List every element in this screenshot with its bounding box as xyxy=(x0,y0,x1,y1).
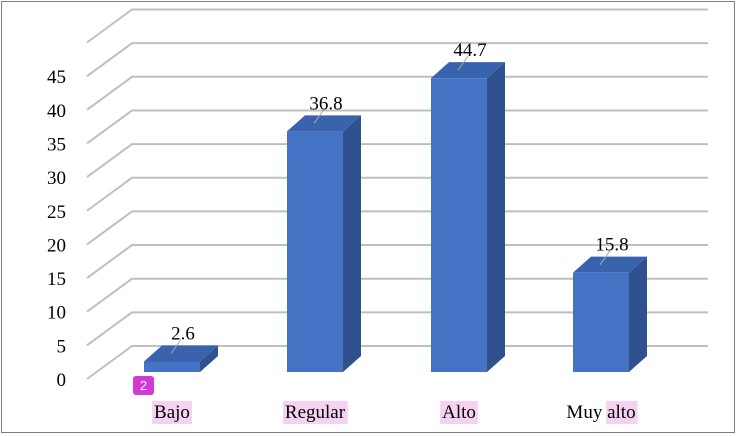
leader-line xyxy=(313,109,325,124)
category-label: Bajo xyxy=(152,401,192,424)
gridline xyxy=(86,345,708,380)
data-label: 36.8 xyxy=(309,93,342,114)
gridline xyxy=(86,109,708,145)
gridline xyxy=(86,210,708,246)
y-tick-label: 35 xyxy=(47,134,66,155)
category-text: Muy alto xyxy=(566,402,635,423)
category-label: Muy alto xyxy=(566,401,638,424)
bar-front xyxy=(573,272,629,372)
bar-top xyxy=(144,345,218,362)
y-tick-label: 10 xyxy=(47,303,66,324)
y-axis-ticks: 0 5 10 15 20 25 30 35 40 45 xyxy=(47,67,66,391)
bar-bajo xyxy=(144,345,218,372)
bar-side xyxy=(343,115,361,372)
category-text: Regular xyxy=(285,402,346,423)
y-tick-label: 40 xyxy=(47,101,66,122)
category-text: Alto xyxy=(442,402,476,423)
bars xyxy=(144,62,647,372)
badge-box xyxy=(133,376,154,395)
y-tick-label: 20 xyxy=(47,235,66,256)
leader-line xyxy=(457,55,469,71)
bar-alto xyxy=(431,62,505,372)
category-label: Alto xyxy=(440,401,478,424)
gridline xyxy=(86,8,708,44)
gridline xyxy=(86,244,708,279)
bar-regular xyxy=(287,115,361,372)
category-highlight xyxy=(440,401,478,424)
bar-side xyxy=(487,62,505,372)
annotation-badge: 2 xyxy=(133,376,154,395)
bar-side xyxy=(200,345,218,372)
gridline xyxy=(86,176,708,212)
y-tick-label: 15 xyxy=(47,269,66,290)
bar-front xyxy=(287,131,343,372)
leader-line xyxy=(599,250,611,265)
x-axis-categories: Bajo Regular Alto Muy alto xyxy=(152,401,638,424)
gridline xyxy=(86,277,708,313)
category-label: Regular xyxy=(282,401,348,424)
category-highlight xyxy=(282,401,348,424)
data-label: 2.6 xyxy=(171,324,195,345)
bar-muy-alto xyxy=(573,256,647,372)
gridline xyxy=(86,42,708,77)
badge-label: 2 xyxy=(140,378,147,393)
y-tick-label: 5 xyxy=(57,336,67,357)
gridlines xyxy=(86,8,708,380)
data-label: 15.8 xyxy=(595,235,628,256)
bar-side xyxy=(629,256,647,372)
bar-front xyxy=(144,361,200,372)
y-tick-label: 30 xyxy=(47,168,66,189)
bar-top xyxy=(573,256,647,273)
y-tick-label: 0 xyxy=(57,370,67,391)
y-tick-label: 25 xyxy=(47,202,66,223)
data-label: 44.7 xyxy=(453,40,486,61)
y-tick-label: 45 xyxy=(47,67,66,88)
category-highlight xyxy=(152,401,192,424)
gridline xyxy=(86,75,708,111)
leader-line xyxy=(170,339,182,354)
data-labels: 2.6 36.8 44.7 15.8 xyxy=(170,40,629,354)
bar-top xyxy=(431,62,505,79)
bar-top xyxy=(287,115,361,132)
gridline xyxy=(86,311,708,347)
category-highlight xyxy=(606,401,638,424)
bar-front xyxy=(431,78,487,372)
gridline xyxy=(86,143,708,178)
category-text: Bajo xyxy=(154,402,190,423)
